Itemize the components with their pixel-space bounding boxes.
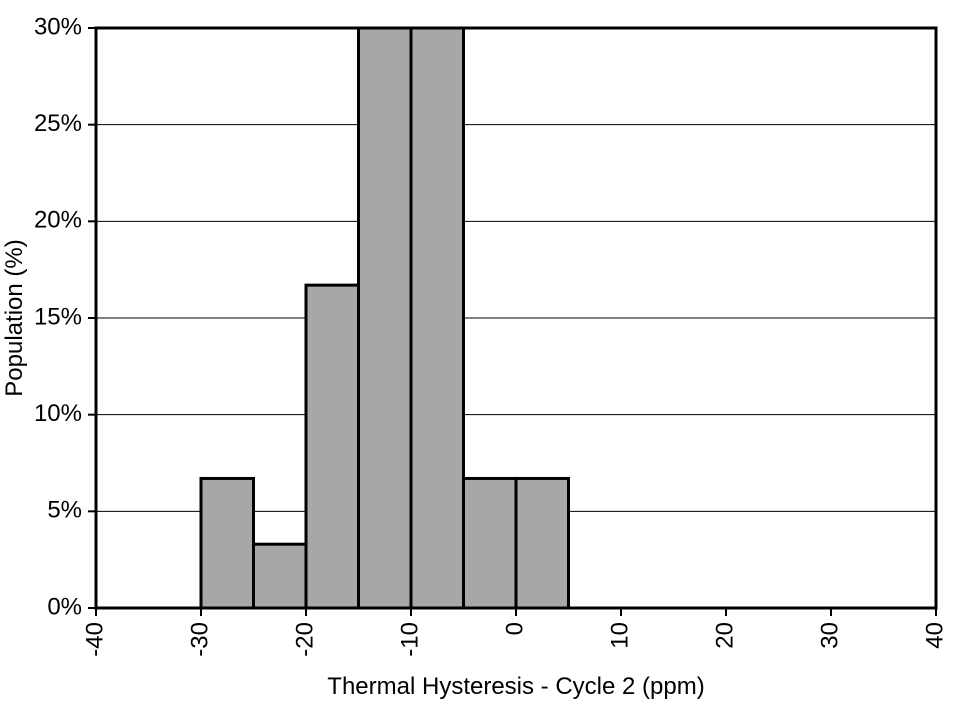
y-tick-label: 15%: [34, 303, 82, 330]
x-tick-label: -30: [186, 622, 213, 657]
chart-svg: -40 -30 -20 -10 0 10 20 30 40 0% 5% 10% 15% 20% 25% 30%…: [0, 0, 966, 725]
histogram-bar: [254, 544, 307, 608]
x-tick-label: 30: [816, 622, 843, 649]
x-tick-label: 10: [606, 622, 633, 649]
y-tick-label: 25%: [34, 110, 82, 137]
y-axis-label: Population (%): [1, 239, 28, 396]
y-tick-label: 20%: [34, 207, 82, 234]
y-tick-label: 10%: [34, 400, 82, 427]
histogram-bar: [464, 478, 517, 608]
x-axis-label: Thermal Hysteresis - Cycle 2 (ppm): [327, 673, 704, 700]
histogram-bar: [516, 478, 569, 608]
x-tick-label: -20: [291, 622, 318, 657]
y-tick-label: 30%: [34, 13, 82, 40]
y-tick-label: 5%: [47, 497, 82, 524]
histogram-bar: [411, 28, 464, 608]
histogram-chart: -40 -30 -20 -10 0 10 20 30 40 0% 5% 10% 15% 20% 25% 30%…: [0, 0, 966, 725]
x-tick-label: -40: [81, 622, 108, 657]
y-tick-label: 0%: [47, 593, 82, 620]
histogram-bar: [201, 478, 254, 608]
histogram-bar: [306, 285, 359, 608]
x-tick-label: 20: [711, 622, 738, 649]
x-tick-label: -10: [396, 622, 423, 657]
x-tick-label: 40: [921, 622, 948, 649]
histogram-bar: [359, 28, 412, 608]
x-tick-label: 0: [501, 622, 528, 635]
